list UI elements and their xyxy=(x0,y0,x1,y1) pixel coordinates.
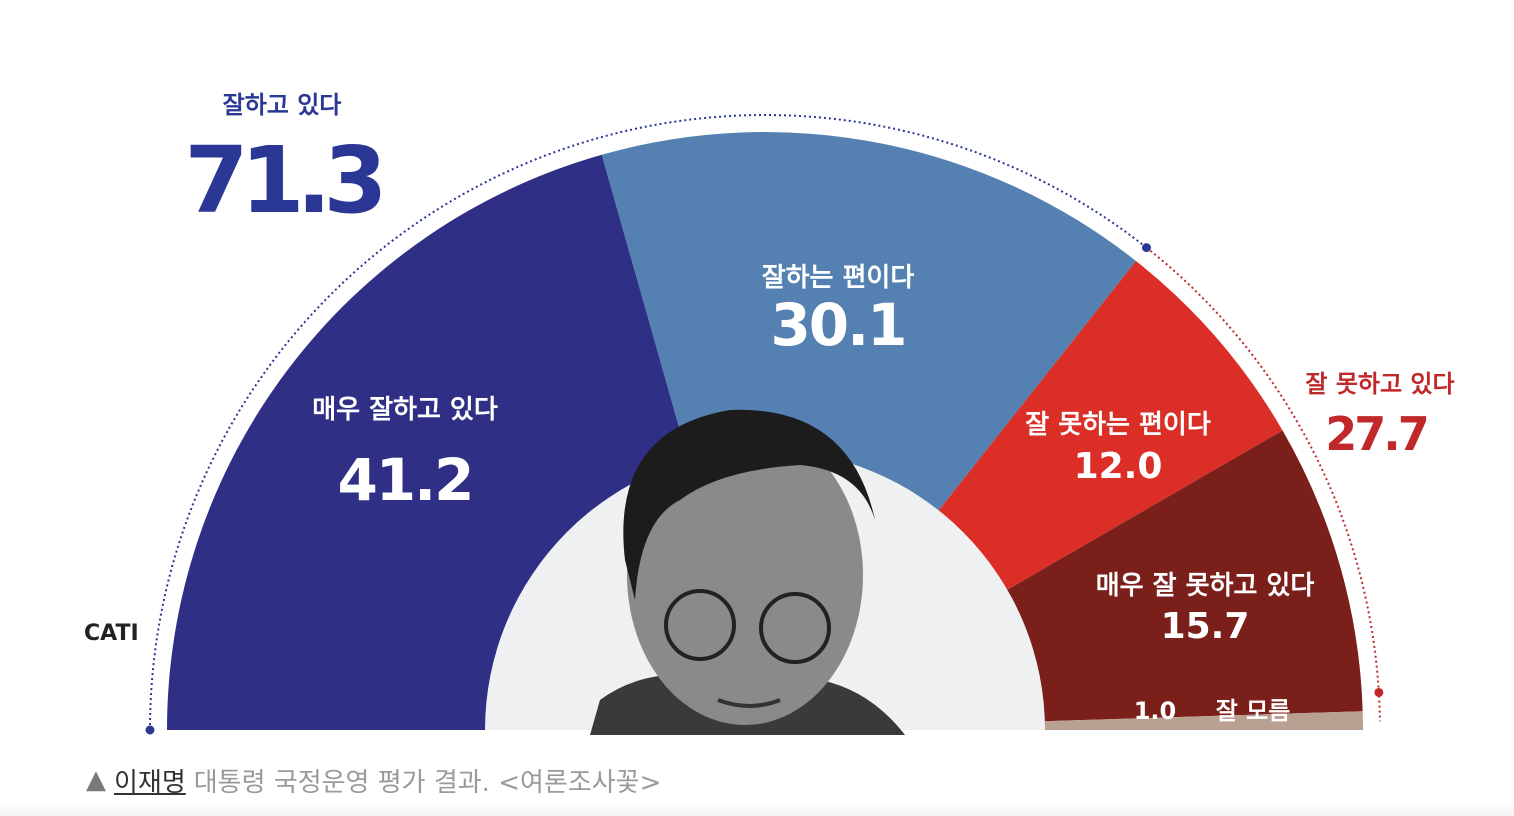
slice-value-bad: 12.0 xyxy=(1074,446,1163,487)
portrait-face xyxy=(627,425,863,725)
caption-name-link[interactable]: 이재명 xyxy=(114,767,186,798)
portrait-mouth xyxy=(717,698,781,708)
portrait-hair xyxy=(623,409,875,600)
survey-method-label: CATI xyxy=(84,621,139,646)
portrait-image xyxy=(590,409,905,735)
slice-label-bad: 잘 못하는 편이다 xyxy=(1025,410,1211,440)
slice-label-good: 잘하는 편이다 xyxy=(762,263,915,293)
total-negative-label: 잘 못하고 있다 xyxy=(1305,370,1454,398)
total-positive-label: 잘하고 있다 xyxy=(223,91,342,119)
slice-value-good: 30.1 xyxy=(770,291,905,359)
positive-outer-arc xyxy=(149,114,1148,731)
caption-text: 대통령 국정운영 평가 결과. <여론조사꽃> xyxy=(193,767,662,798)
arc-end-dot xyxy=(1374,687,1384,697)
slice-label-dont_know: 잘 모름 xyxy=(1216,697,1291,725)
arc-split-dot xyxy=(1142,243,1152,253)
approval-semicircle-chart: 매우 잘하고 있다 41.2 잘하는 편이다 30.1 잘 못하는 편이다 12.0 매우 … xyxy=(84,91,1455,735)
total-positive-value: 71.3 xyxy=(185,127,381,234)
photo-caption: ▲ 이재명 대통령 국정운영 평가 결과. <여론조사꽃> xyxy=(86,760,661,800)
slice-value-dont_know: 1.0 xyxy=(1134,697,1177,725)
total-negative-value: 27.7 xyxy=(1325,407,1427,461)
slice-label-very_bad: 매우 잘 못하고 있다 xyxy=(1096,571,1315,601)
slice-value-very_good: 41.2 xyxy=(337,446,472,514)
slice-label-very_good: 매우 잘하고 있다 xyxy=(312,395,498,425)
portrait-glasses-right xyxy=(759,592,831,664)
portrait-glasses-left xyxy=(664,589,736,661)
slice-value-very_bad: 15.7 xyxy=(1161,606,1250,647)
arc-start-dot xyxy=(145,725,155,735)
caption-marker: ▲ xyxy=(86,765,106,795)
footer-fade xyxy=(0,802,1514,816)
